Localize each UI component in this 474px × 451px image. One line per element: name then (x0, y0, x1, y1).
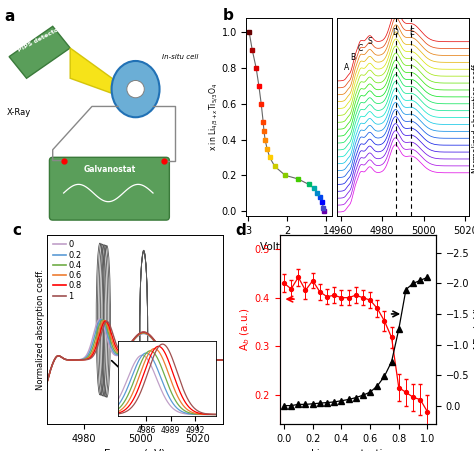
Text: b: b (223, 8, 234, 23)
Text: PIPS detector: PIPS detector (17, 26, 62, 53)
Y-axis label: Normalized absorption coeff.: Normalized absorption coeff. (472, 62, 474, 173)
Text: S: S (367, 37, 372, 46)
Text: D: D (392, 28, 399, 37)
Text: d: d (236, 223, 246, 238)
Polygon shape (9, 26, 70, 78)
Y-axis label: x in Li$_{4/3+x}$Ti$_{5/3}$O$_4$: x in Li$_{4/3+x}$Ti$_{5/3}$O$_4$ (207, 83, 220, 152)
Text: a: a (5, 9, 15, 24)
X-axis label: Energy (eV): Energy (eV) (104, 449, 166, 451)
Text: Galvanostat: Galvanostat (83, 165, 136, 174)
Y-axis label: Normalized absorption coeff.: Normalized absorption coeff. (36, 269, 45, 390)
Y-axis label: A$_b$ (a.u.): A$_b$ (a.u.) (238, 307, 252, 351)
Text: E: E (409, 28, 414, 37)
X-axis label: Energy (eV): Energy (eV) (372, 242, 434, 252)
Polygon shape (70, 48, 118, 96)
Text: A: A (344, 63, 349, 72)
Y-axis label: $\Delta$E$_D$ (eV): $\Delta$E$_D$ (eV) (472, 306, 474, 352)
Text: C: C (358, 44, 363, 53)
Circle shape (127, 80, 144, 98)
X-axis label: Voltage (V): Voltage (V) (260, 242, 318, 252)
FancyBboxPatch shape (49, 157, 169, 220)
Text: In-situ cell: In-situ cell (162, 54, 198, 60)
X-axis label: Li concentration x: Li concentration x (311, 449, 405, 451)
Text: c: c (12, 223, 21, 238)
Legend: 0, 0.2, 0.4, 0.6, 0.8, 1: 0, 0.2, 0.4, 0.6, 0.8, 1 (52, 239, 83, 302)
Text: B: B (351, 53, 356, 62)
Ellipse shape (111, 61, 160, 117)
Text: X-Ray: X-Ray (7, 108, 31, 117)
